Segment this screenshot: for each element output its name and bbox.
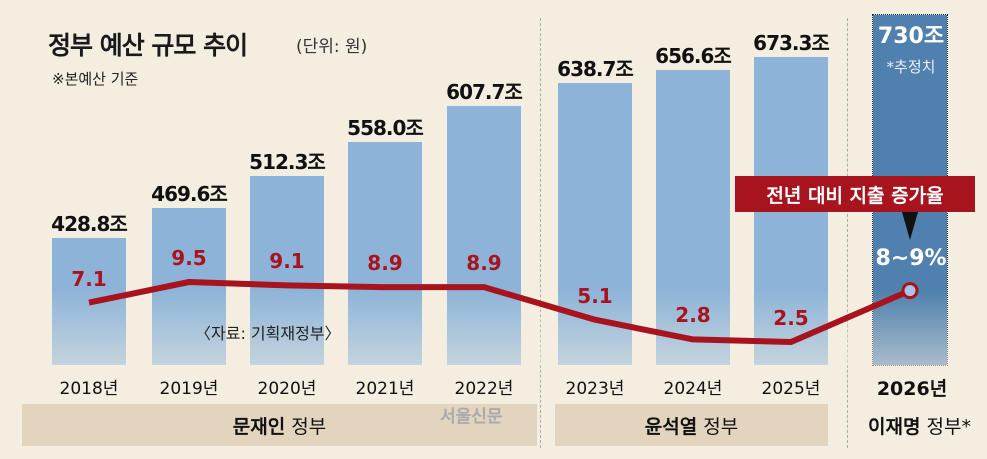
year-label: 2024년 [663, 379, 723, 399]
growth-label: 2.5 [773, 305, 809, 330]
value-label: 656.6조 [655, 43, 732, 68]
gov-suffix: 정부 [703, 415, 739, 438]
year-label: 2022년 [454, 379, 514, 399]
estimate-note: *추정치 [886, 58, 936, 76]
gov-name: 이재명 [868, 416, 921, 438]
year-label: 2019년 [159, 379, 219, 399]
year-label-2026: 2026년 [876, 378, 948, 400]
growth-label-2026: 8~9% [875, 246, 947, 271]
note: ※본예산 기준 [52, 70, 139, 88]
growth-label: 9.5 [171, 246, 207, 270]
growth-point [901, 282, 919, 300]
year-label: 2018년 [59, 379, 119, 399]
unit-label: (단위: 원) [296, 37, 368, 57]
growth-label: 7.1 [71, 266, 107, 291]
gov-suffix: 정부 [291, 415, 327, 438]
gov-band-moon: 문재인 정부 [22, 404, 537, 446]
pointer-icon [902, 212, 918, 240]
line-legend: 전년 대비 지출 증가율 [735, 176, 975, 212]
divider [847, 18, 848, 448]
value-label-2026: 730조 [877, 24, 945, 49]
value-label: 558.0조 [347, 116, 424, 141]
gov-lee: 이재명 정부* [852, 412, 987, 439]
growth-label: 2.8 [675, 303, 711, 328]
value-label: 512.3조 [249, 150, 326, 175]
year-label: 2021년 [355, 379, 415, 399]
divider [540, 18, 541, 448]
value-label: 469.6조 [151, 181, 228, 206]
year-label: 2025년 [761, 379, 821, 399]
gov-band-yoon: 윤석열 정부 [555, 404, 828, 446]
value-label: 673.3조 [753, 31, 830, 56]
year-label: 2020년 [257, 379, 317, 399]
value-label: 607.7조 [446, 79, 523, 104]
growth-label: 9.1 [269, 249, 305, 274]
growth-label: 8.9 [367, 251, 403, 276]
value-label: 638.7조 [557, 56, 634, 81]
source: 〈자료: 기획재정부〉 [195, 324, 341, 343]
chart-title: 정부 예산 규모 추이 [48, 31, 248, 60]
gov-name: 문재인 [232, 415, 286, 438]
growth-label: 5.1 [577, 283, 613, 308]
gov-suffix: 정부* [926, 416, 971, 438]
gov-name: 윤석열 [644, 415, 698, 438]
value-label: 428.8조 [51, 212, 128, 237]
watermark: 서울신문 [440, 407, 503, 427]
year-label: 2023년 [565, 379, 625, 399]
growth-label: 8.9 [466, 251, 502, 276]
